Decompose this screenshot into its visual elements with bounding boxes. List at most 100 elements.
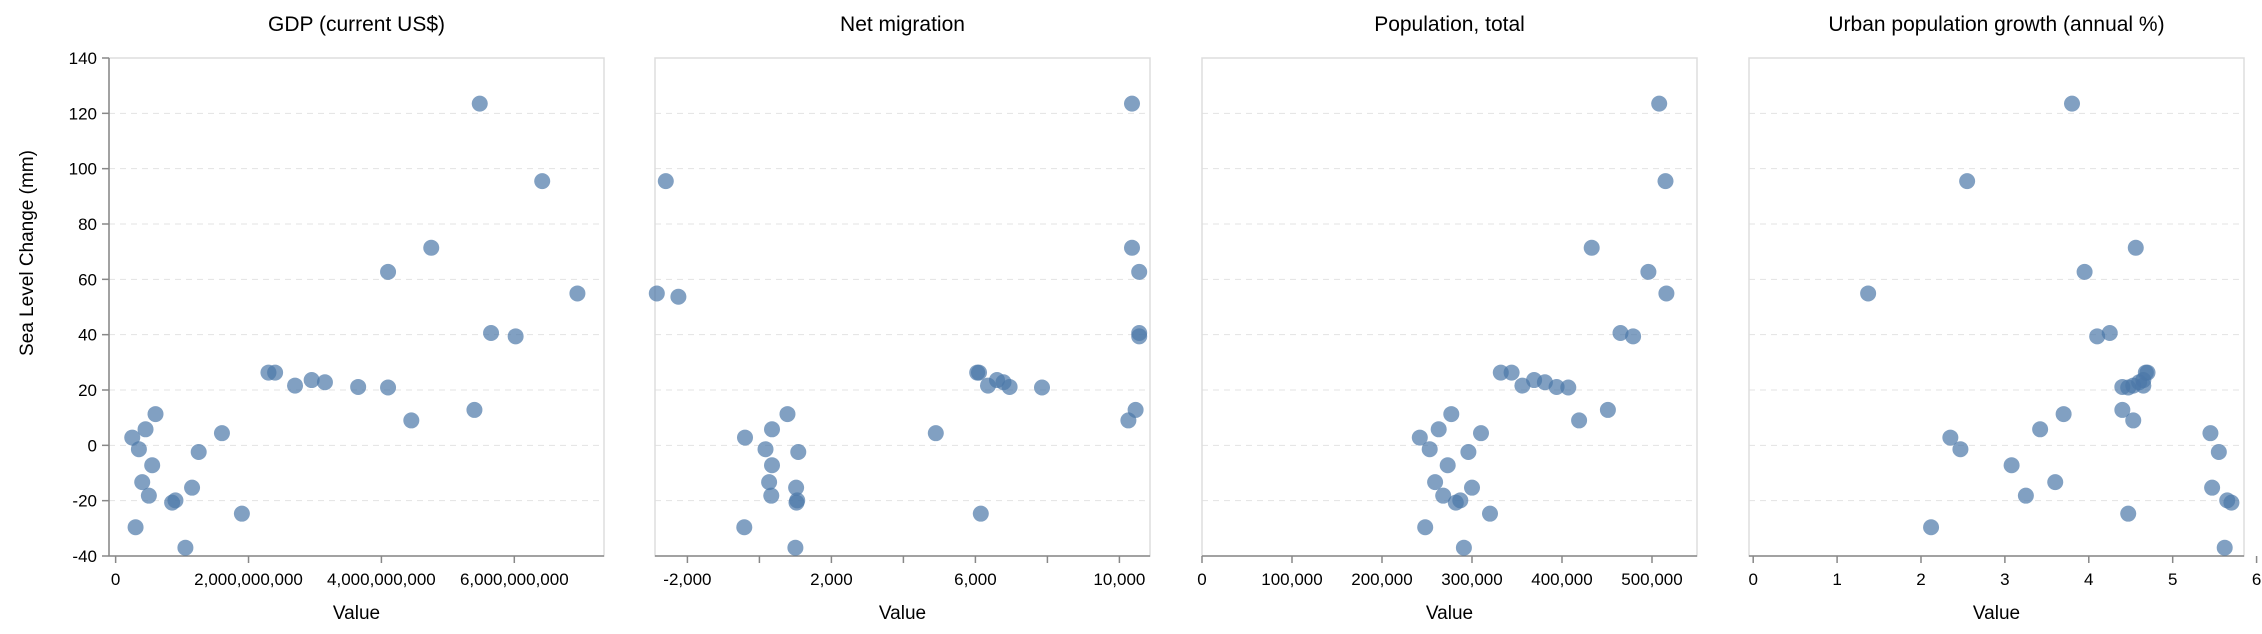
data-point [140, 487, 157, 504]
data-point [2202, 425, 2219, 442]
data-point [787, 539, 804, 556]
panel-frame [654, 57, 1151, 557]
data-point [144, 457, 161, 474]
data-point [127, 519, 144, 536]
data-point [569, 285, 586, 302]
data-point [2210, 443, 2227, 460]
data-point [380, 263, 397, 280]
data-point [1034, 379, 1050, 396]
x-tick-label: 400,000 [1531, 570, 1592, 589]
data-point [1640, 263, 1657, 280]
data-point [1421, 441, 1438, 458]
x-tick-label: 4,000,000,000 [327, 570, 436, 589]
x-tick-label: 3 [2000, 570, 2009, 589]
data-point [177, 539, 194, 556]
data-point [483, 325, 500, 342]
data-point [2223, 494, 2240, 511]
x-tick-label: 2 [1916, 570, 1925, 589]
y-tick-label: -20 [72, 492, 97, 511]
x-axis-title: Value [879, 603, 926, 624]
panel-title: GDP (current US$) [268, 13, 445, 36]
x-tick-label: 6 [2252, 570, 2261, 589]
data-point [790, 443, 807, 460]
x-tick-label: 300,000 [1441, 570, 1502, 589]
x-tick-label: 6,000 [954, 570, 997, 589]
data-point [303, 372, 320, 389]
panel-frame [1748, 57, 2245, 557]
data-point [190, 443, 207, 460]
panel-title: Population, total [1374, 13, 1525, 36]
y-tick-label: -40 [72, 547, 97, 566]
data-point [2101, 325, 2118, 342]
data-point [233, 505, 250, 522]
y-tick-label: 40 [78, 326, 97, 345]
data-point [213, 425, 230, 442]
data-point [534, 173, 551, 190]
x-tick-label: 500,000 [1621, 570, 1682, 589]
data-point [1560, 379, 1577, 396]
facet-panel-2: -2,000 2,000 6,000 10,000 Net migration Value [648, 13, 1151, 624]
data-point [789, 492, 806, 509]
data-point [466, 401, 483, 418]
data-point [657, 173, 674, 190]
x-tick-label: -2,000 [663, 570, 711, 589]
data-point [1952, 441, 1969, 458]
data-point [2076, 263, 2093, 280]
x-tick-label: 0 [111, 570, 120, 589]
x-tick-label: 0 [1748, 570, 1757, 589]
data-point [1411, 429, 1428, 446]
data-point [2127, 239, 2144, 256]
y-axis-title: Sea Level Change (mm) [17, 150, 38, 356]
x-axis-title: Value [1426, 603, 1473, 624]
x-axis-title: Value [333, 603, 380, 624]
data-point [2139, 364, 2156, 381]
data-point [1124, 95, 1140, 112]
panel-frame [1201, 57, 1698, 557]
data-point [2125, 412, 2142, 429]
data-point [1503, 364, 1520, 381]
data-point [2003, 457, 2020, 474]
data-point [763, 487, 780, 504]
data-point [1427, 474, 1444, 491]
data-point [380, 379, 397, 396]
data-point [2055, 406, 2072, 423]
x-tick-label: 100,000 [1261, 570, 1322, 589]
data-point [134, 474, 151, 491]
y-tick-label: 60 [78, 270, 97, 289]
data-point [1124, 239, 1140, 256]
data-point [1452, 492, 1469, 509]
data-point [1571, 412, 1588, 429]
data-point [2089, 328, 2106, 345]
data-point [423, 239, 440, 256]
data-point [147, 406, 164, 423]
data-point [2135, 377, 2152, 394]
data-point [648, 285, 665, 302]
x-axis-title: Value [1973, 603, 2020, 624]
data-point [2032, 421, 2049, 438]
facet-panel-4: 0 1 2 3 4 5 6 Urban population growth (annual %… [1748, 13, 2261, 624]
data-point [287, 377, 304, 394]
data-point [1455, 539, 1472, 556]
x-tick-label: 1 [1832, 570, 1841, 589]
data-point [2120, 505, 2137, 522]
data-point [316, 374, 333, 391]
x-tick-label: 5 [2168, 570, 2177, 589]
data-point [971, 364, 987, 381]
data-point [1131, 328, 1148, 345]
data-point [1439, 457, 1456, 474]
data-point [137, 421, 154, 438]
data-point [779, 406, 796, 423]
data-point [1131, 263, 1148, 280]
data-point [1482, 505, 1498, 522]
facet-panel-3: 0 100,000 200,000 300,000 400,000 500,000 Popu… [1197, 13, 1698, 624]
y-tick-label: 0 [88, 436, 97, 455]
data-point [130, 441, 147, 458]
data-point [1127, 401, 1144, 418]
data-point [2204, 479, 2221, 496]
data-point [972, 505, 989, 522]
data-point [1001, 378, 1018, 395]
panel-title: Urban population growth (annual %) [1828, 13, 2164, 36]
data-point [403, 412, 420, 429]
